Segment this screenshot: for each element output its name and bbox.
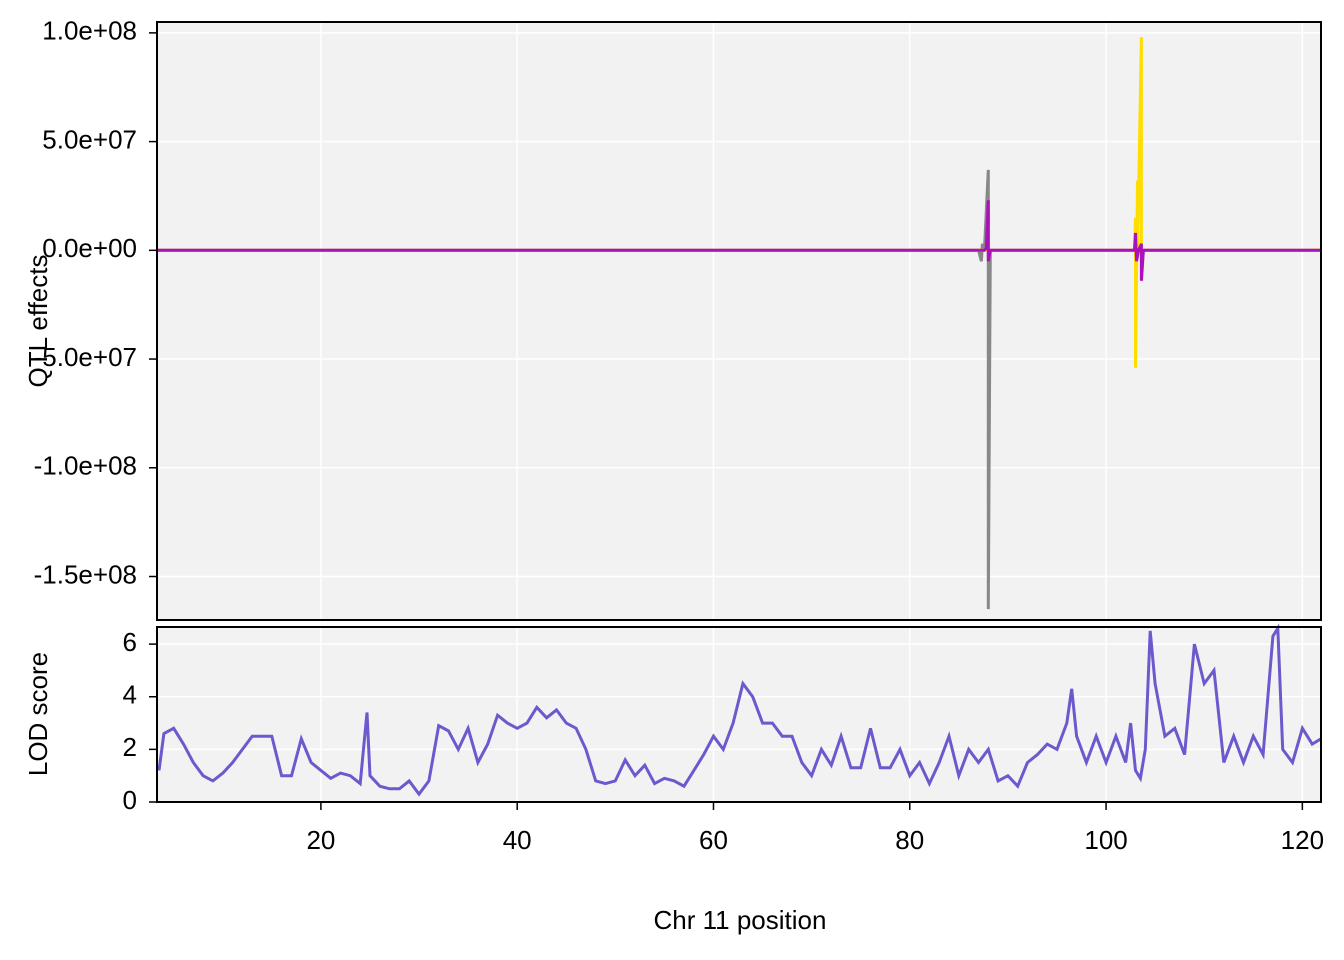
series-line xyxy=(157,200,1321,281)
y-tick-label: -1.5e+08 xyxy=(34,559,137,589)
x-tick-label: 60 xyxy=(699,825,728,855)
y-tick-label: 2 xyxy=(123,732,137,762)
x-tick-label: 100 xyxy=(1084,825,1127,855)
y-tick-label: 6 xyxy=(123,627,137,657)
y-tick-label: -1.0e+08 xyxy=(34,451,137,481)
y-axis-title: LOD score xyxy=(23,652,53,776)
y-tick-label: 0.0e+00 xyxy=(42,233,137,263)
y-tick-label: -5.0e+07 xyxy=(34,342,137,372)
y-tick-label: 1.0e+08 xyxy=(42,16,137,46)
x-axis-title: Chr 11 position xyxy=(654,905,827,935)
x-tick-label: 120 xyxy=(1281,825,1324,855)
y-tick-label: 0 xyxy=(123,785,137,815)
x-tick-label: 40 xyxy=(503,825,532,855)
y-tick-label: 4 xyxy=(123,680,137,710)
series-line xyxy=(157,623,1322,797)
x-tick-label: 80 xyxy=(895,825,924,855)
plot-frame xyxy=(156,626,1322,803)
plot-frame xyxy=(156,21,1322,621)
plot-background xyxy=(157,22,1321,620)
plot-background xyxy=(157,627,1321,802)
x-tick-label: 20 xyxy=(306,825,335,855)
y-axis-title: QTL effects xyxy=(23,255,53,388)
y-tick-label: 5.0e+07 xyxy=(42,124,137,154)
